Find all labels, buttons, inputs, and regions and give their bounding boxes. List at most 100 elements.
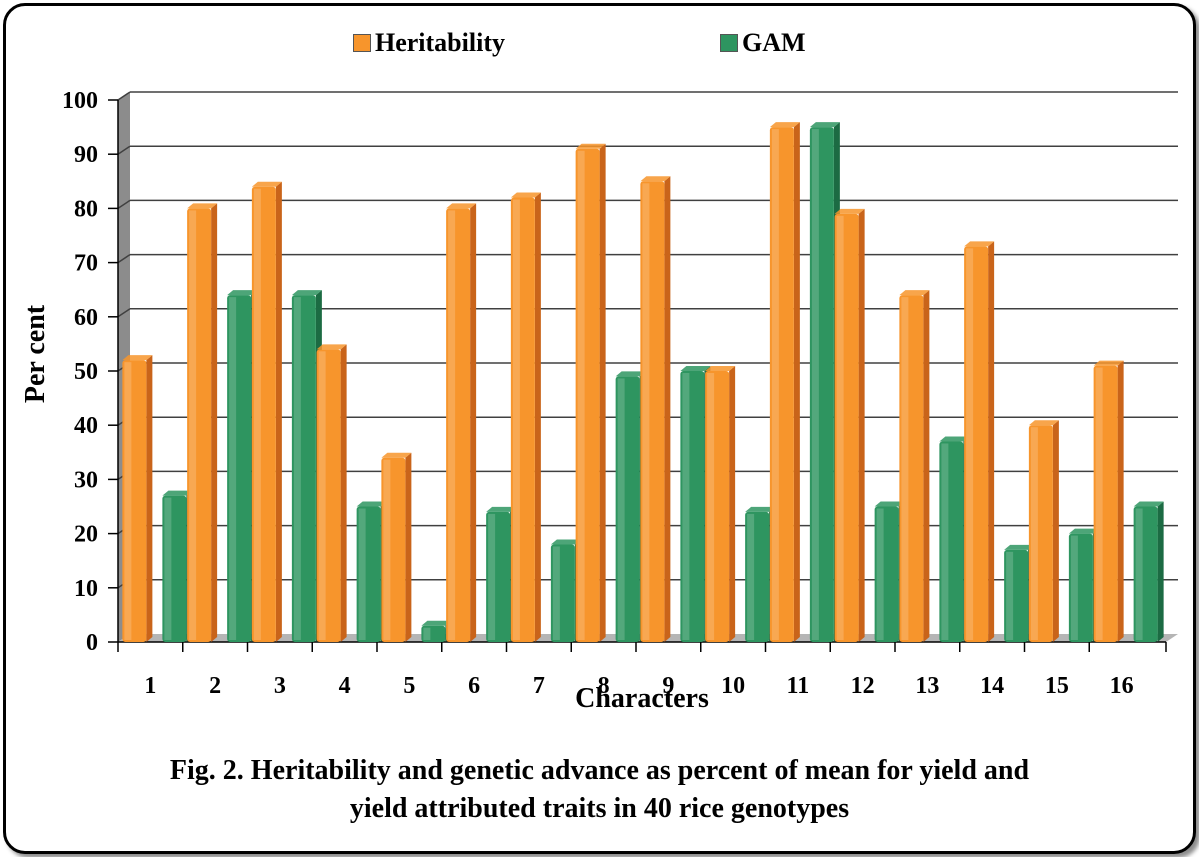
- bar-top: [550, 539, 581, 545]
- x-tick-label: 15: [1045, 673, 1069, 699]
- bar-side: [1117, 360, 1124, 642]
- bar-front: [356, 506, 381, 642]
- x-tick-label: 7: [533, 673, 545, 699]
- y-tick-label: 0: [86, 630, 98, 656]
- bar-front: [227, 295, 252, 642]
- bar-side: [858, 208, 865, 642]
- gridline-depth: [117, 145, 131, 155]
- bar-heritability-12: [834, 208, 865, 642]
- bars: [122, 122, 1164, 643]
- x-tick-label: 1: [144, 673, 156, 699]
- figure-caption-line2: yield attributed traits in 40 rice genot…: [349, 793, 850, 824]
- bar-front: [550, 544, 575, 642]
- bar-highlight: [552, 546, 560, 640]
- legend-swatch-heritability: [353, 34, 371, 52]
- bar-highlight: [682, 373, 690, 640]
- bar-highlight: [617, 378, 625, 640]
- y-tick-label: 70: [74, 251, 98, 277]
- legend-swatch-gam: [720, 34, 738, 52]
- bar-highlight: [164, 497, 172, 640]
- bar-heritability-13: [899, 290, 930, 642]
- y-tick-label: 40: [74, 413, 98, 439]
- x-axis-title: Characters: [575, 683, 709, 714]
- bar-top: [381, 452, 412, 458]
- bar-highlight: [577, 150, 585, 640]
- y-tick-label: 80: [74, 196, 98, 222]
- bar-heritability-5: [381, 452, 412, 642]
- bar-front: [809, 127, 834, 643]
- bar-front: [899, 295, 924, 642]
- bar-top: [162, 490, 193, 496]
- bar-heritability-4: [316, 344, 347, 642]
- bar-heritability-1: [122, 355, 153, 642]
- legend-item-gam: GAM: [720, 26, 806, 60]
- bar-side: [470, 203, 477, 642]
- bar-side: [793, 122, 800, 643]
- x-tick-label: 2: [209, 673, 221, 699]
- bar-front: [446, 208, 471, 642]
- bar-highlight: [836, 215, 844, 640]
- bar-top: [1028, 420, 1059, 426]
- bar-front: [291, 295, 316, 642]
- bar-front: [1068, 533, 1093, 642]
- bar-top: [640, 176, 671, 182]
- bar-top: [356, 501, 387, 507]
- bar-side: [405, 452, 412, 642]
- x-tick-label: 12: [851, 673, 875, 699]
- bar-front: [251, 186, 276, 642]
- bar-top: [964, 241, 995, 247]
- bar-front: [162, 495, 187, 642]
- bar-side: [340, 344, 347, 642]
- bar-highlight: [253, 188, 261, 640]
- bar-top: [575, 143, 606, 149]
- bar-top: [615, 371, 646, 377]
- bar-heritability-16: [1093, 360, 1124, 642]
- bar-highlight: [512, 199, 520, 640]
- bar-heritability-7: [510, 192, 541, 642]
- bar-heritability-14: [964, 241, 995, 642]
- bar-top: [1093, 360, 1124, 366]
- x-tick-label: 6: [468, 673, 480, 699]
- x-tick-label: 4: [339, 673, 351, 699]
- bar-front: [615, 376, 640, 642]
- gridline-depth: [117, 308, 131, 318]
- bar-front: [1004, 549, 1029, 642]
- bar-front: [486, 511, 511, 642]
- bar-top: [187, 203, 218, 209]
- x-tick-label: 3: [274, 673, 286, 699]
- bar-top: [446, 203, 477, 209]
- bar-side: [1052, 420, 1059, 642]
- gridline-depth: [117, 91, 131, 101]
- bar-top: [421, 620, 452, 626]
- bar-top: [705, 366, 736, 371]
- gridline-depth: [117, 253, 131, 264]
- x-tick-label: 9: [662, 673, 674, 699]
- bar-side: [729, 366, 736, 642]
- bar-top: [874, 501, 905, 507]
- bar-top: [769, 122, 800, 128]
- bar-top: [122, 355, 153, 361]
- bar-heritability-2: [187, 203, 218, 642]
- bar-highlight: [966, 248, 974, 640]
- bar-side: [664, 176, 671, 643]
- bar-top: [1004, 544, 1035, 550]
- bar-front: [874, 506, 899, 642]
- bar-heritability-8: [575, 143, 606, 642]
- bar-side: [211, 203, 218, 642]
- y-tick-label: 20: [74, 522, 98, 548]
- bar-side: [1157, 501, 1164, 642]
- bar-highlight: [488, 513, 496, 640]
- bar-top: [510, 192, 541, 198]
- x-tick-label: 16: [1110, 673, 1134, 699]
- bar-top: [939, 436, 970, 442]
- bar-top: [680, 366, 711, 371]
- bar-top: [486, 506, 517, 512]
- bar-highlight: [124, 362, 132, 640]
- bar-front: [187, 208, 212, 642]
- bar-highlight: [229, 297, 237, 640]
- bar-front: [316, 349, 341, 642]
- bar-side: [146, 355, 153, 642]
- bar-front: [640, 181, 665, 643]
- bar-highlight: [293, 297, 301, 640]
